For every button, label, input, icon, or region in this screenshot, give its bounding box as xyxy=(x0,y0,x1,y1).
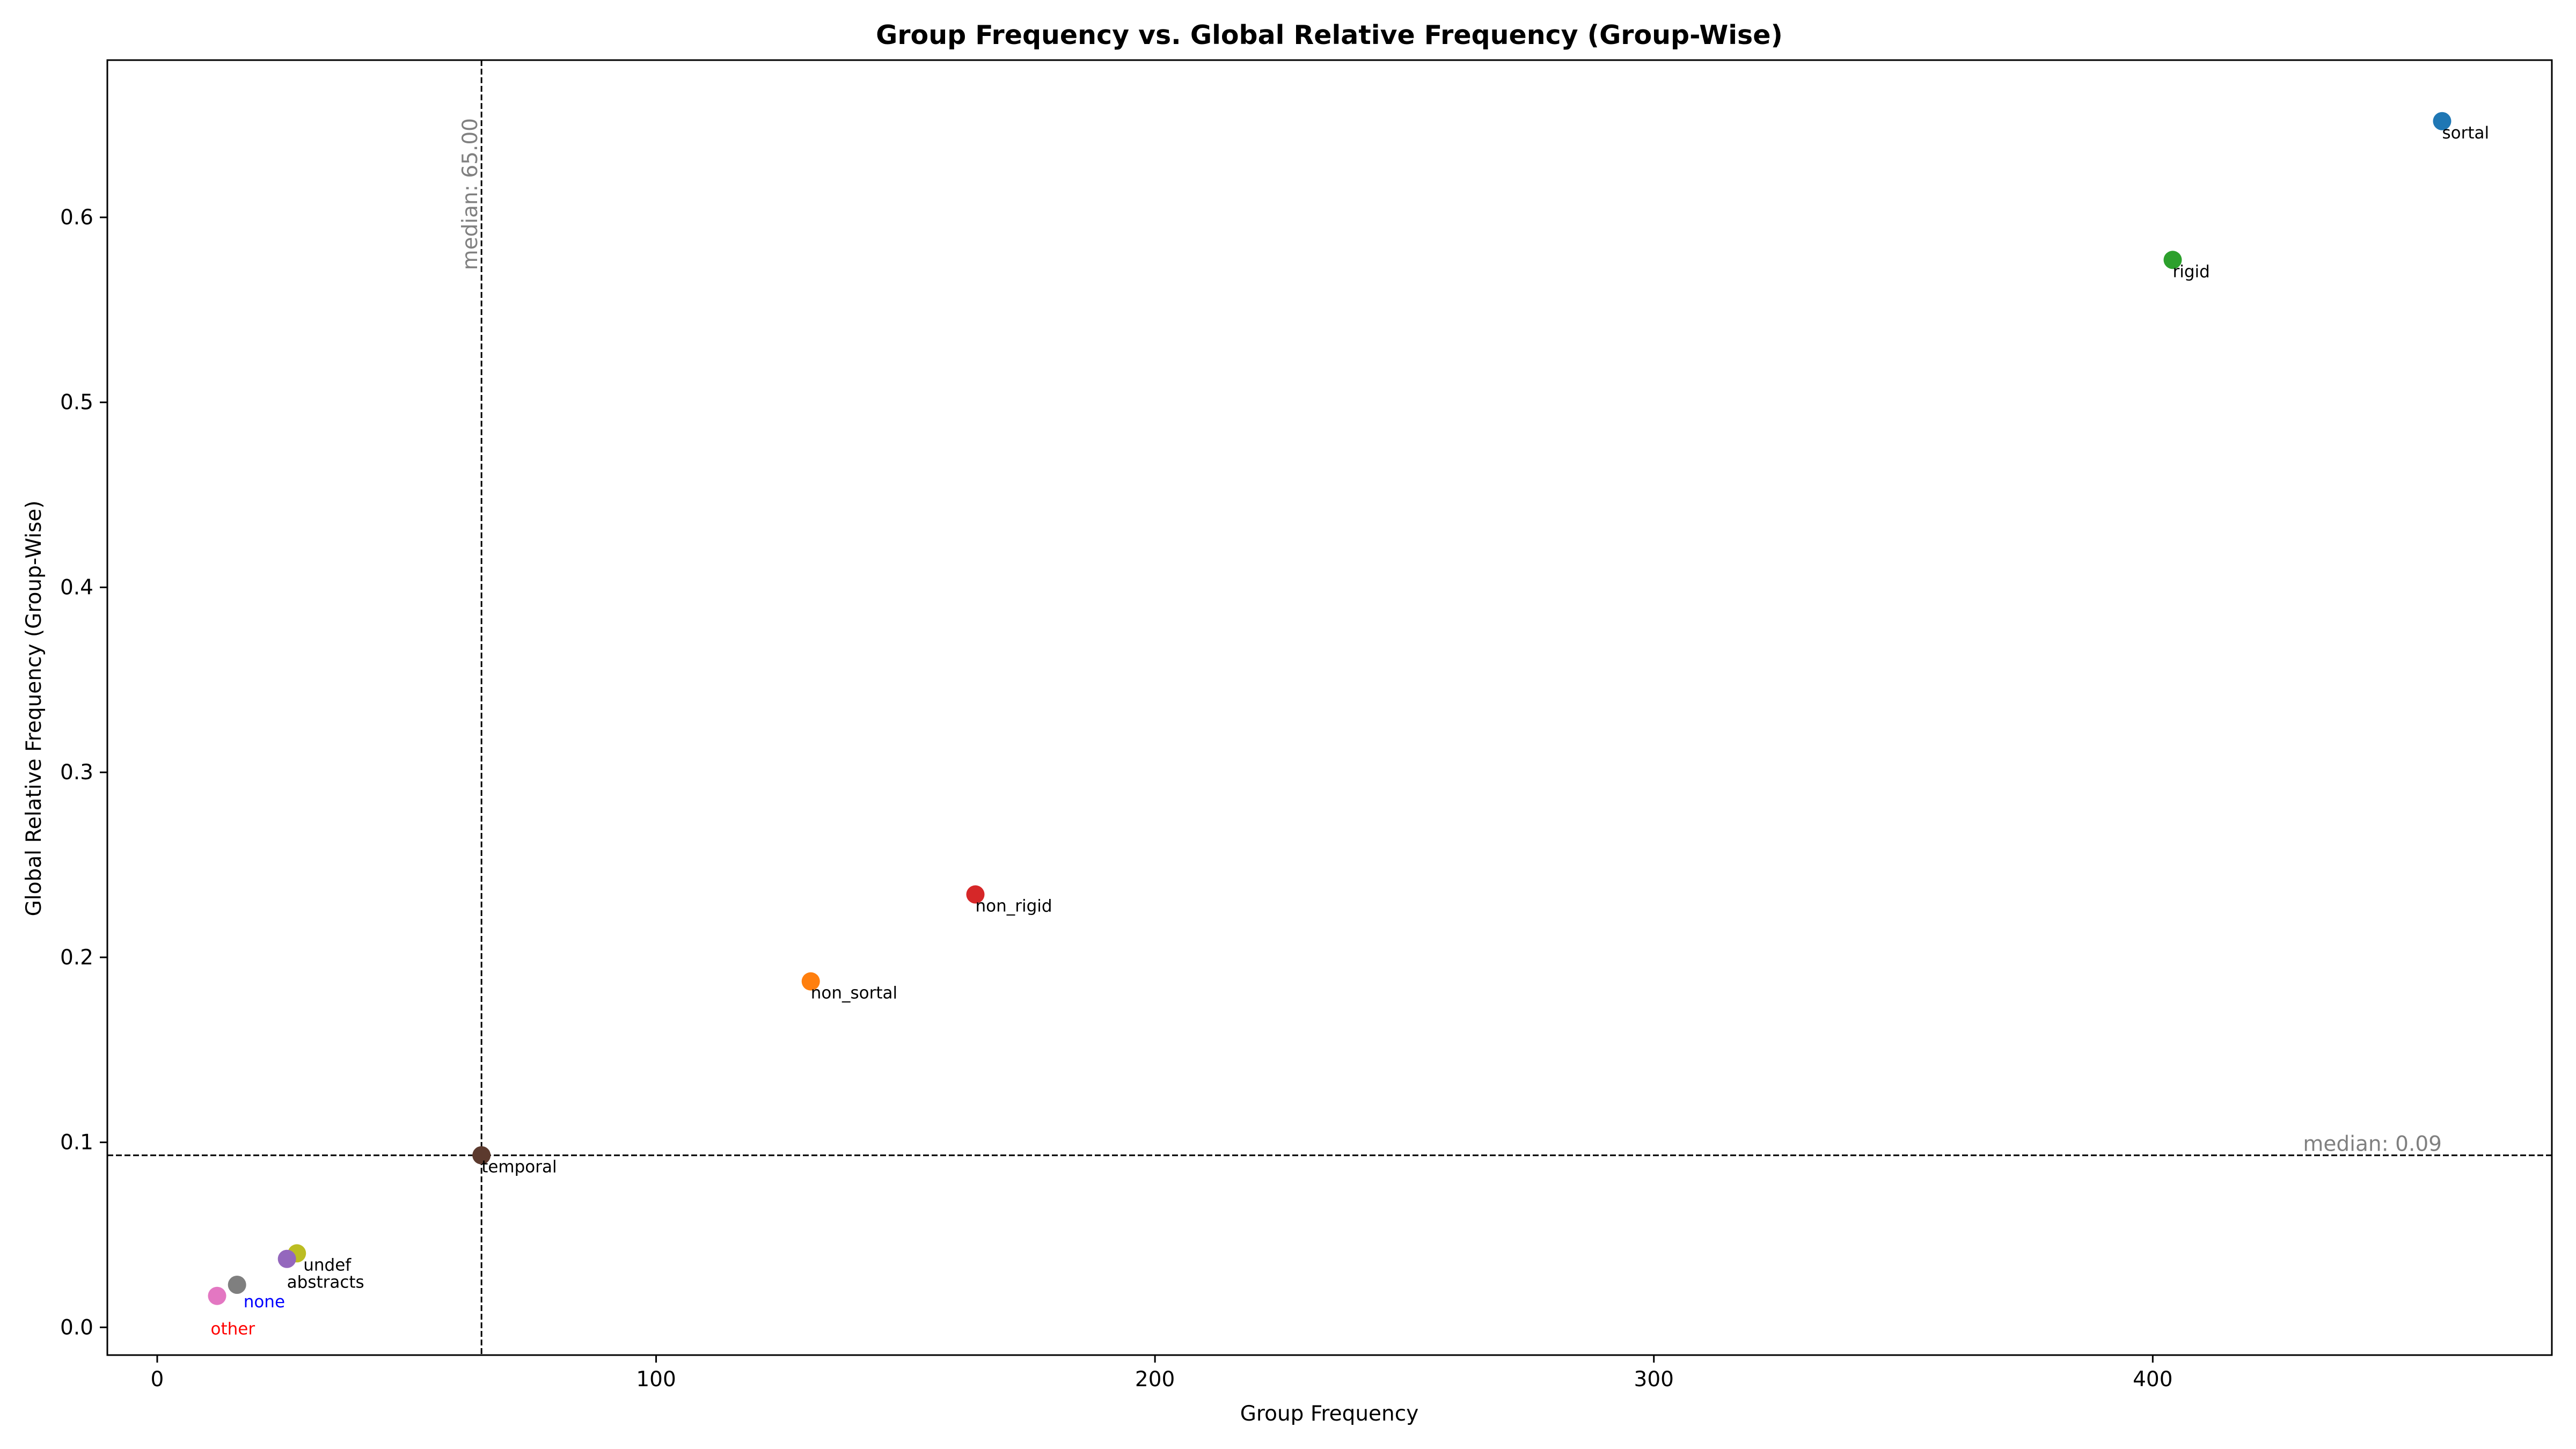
data-point xyxy=(2163,251,2182,269)
y-tick-label: 0.4 xyxy=(60,575,93,599)
data-point-label: abstracts xyxy=(287,1273,364,1292)
data-point-label: non_sortal xyxy=(811,984,897,1003)
data-point-label: undef xyxy=(303,1255,352,1275)
plot-area: 0 100 200 300 400 0.0 0.1 0.2 0.3 0.4 0.5 0.6 median… xyxy=(60,59,2553,1392)
x-tick-label: 400 xyxy=(2133,1367,2172,1392)
x-tick-label: 300 xyxy=(1634,1367,1674,1392)
data-point xyxy=(2433,112,2451,130)
median-x-label: median: 65.00 xyxy=(458,118,482,270)
data-point xyxy=(228,1276,246,1294)
y-tick-label: 0.0 xyxy=(60,1315,93,1340)
x-tick-label: 100 xyxy=(636,1367,676,1392)
data-point xyxy=(472,1146,491,1165)
x-tick-label: 0 xyxy=(151,1367,164,1392)
data-point-label: non_rigid xyxy=(975,897,1052,916)
y-axis-label: Global Relative Frequency (Group-Wise) xyxy=(22,501,46,917)
y-tick-label: 0.1 xyxy=(60,1131,93,1155)
data-point-label: rigid xyxy=(2173,262,2210,281)
y-tick-label: 0.5 xyxy=(60,391,93,415)
y-tick-label: 0.6 xyxy=(60,206,93,230)
median-y-label: median: 0.09 xyxy=(2303,1132,2442,1157)
data-point xyxy=(208,1286,226,1305)
y-tick-label: 0.3 xyxy=(60,760,93,785)
y-tick-label: 0.2 xyxy=(60,946,93,970)
x-axis-label: Group Frequency xyxy=(1240,1402,1419,1426)
data-point xyxy=(801,972,820,991)
x-tick-label: 200 xyxy=(1135,1367,1175,1392)
data-point xyxy=(966,885,985,904)
data-point-label: other xyxy=(211,1320,255,1339)
data-point-label: none xyxy=(244,1292,285,1312)
chart-title: Group Frequency vs. Global Relative Freq… xyxy=(876,20,1783,50)
data-point xyxy=(277,1249,296,1268)
data-point-label: temporal xyxy=(481,1158,557,1177)
axes-frame xyxy=(106,59,2553,1356)
data-point-label: sortal xyxy=(2442,123,2489,143)
